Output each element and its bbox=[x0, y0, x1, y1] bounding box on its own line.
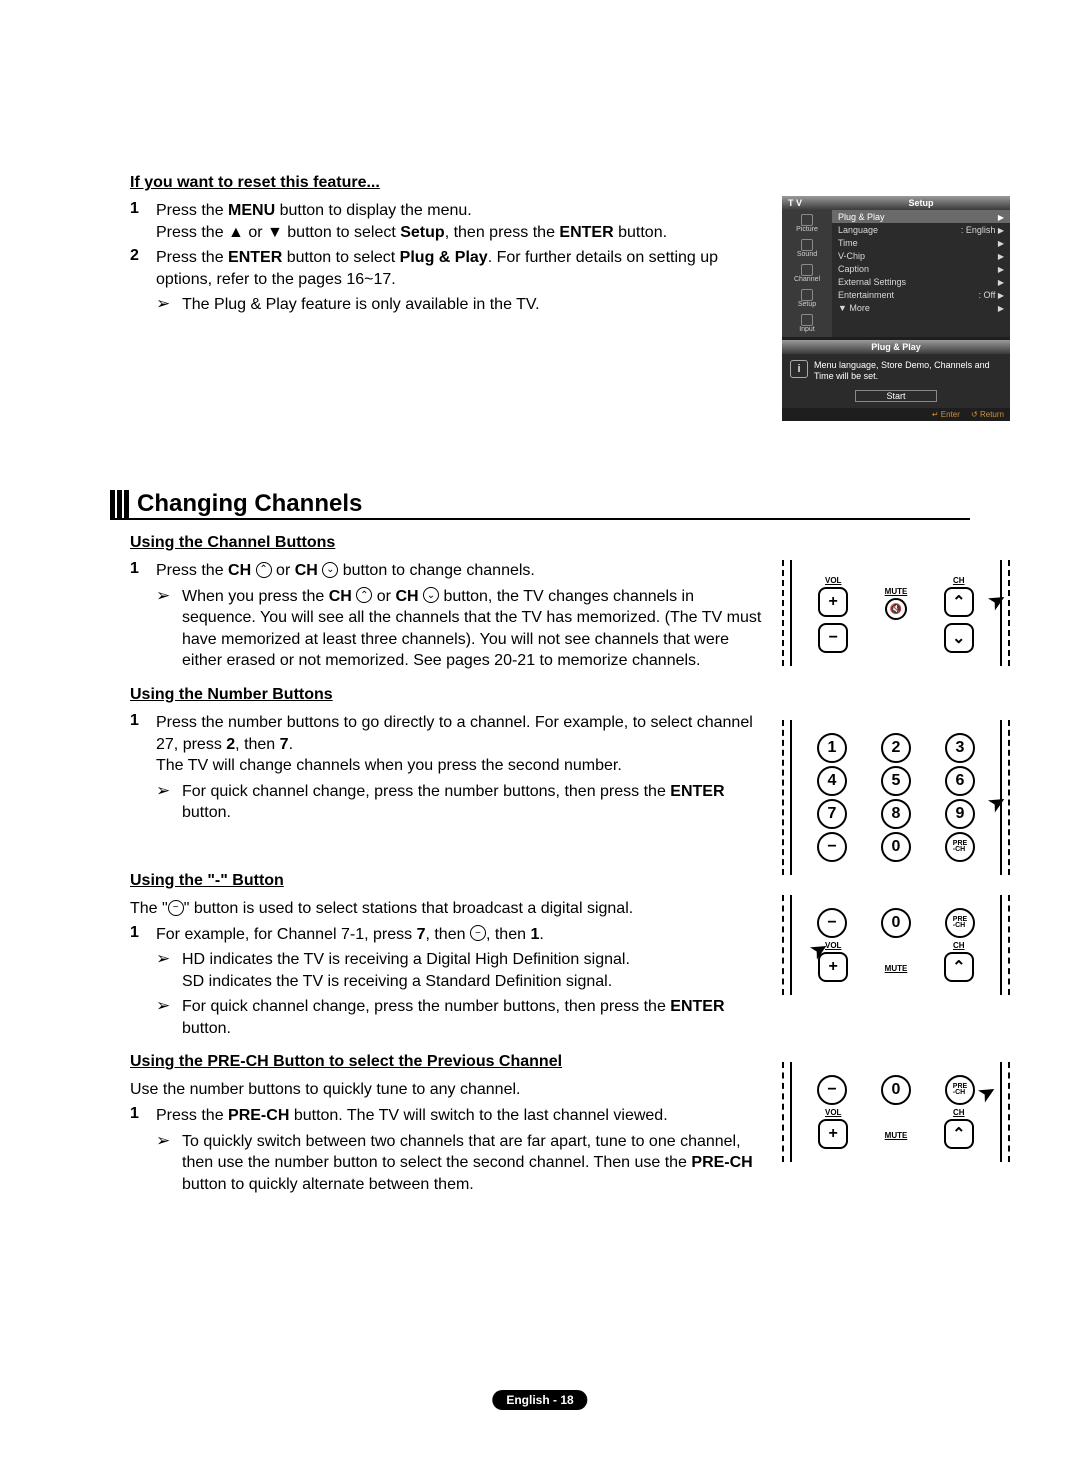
reset-step-2: 2Press the ENTER button to select Plug &… bbox=[130, 247, 770, 290]
digit-0: 0 bbox=[881, 908, 911, 938]
digit-7: 7 bbox=[817, 799, 847, 829]
pre-ch-button: PRE-CH bbox=[945, 832, 975, 862]
number-buttons-step1: 1Press the number buttons to go directly… bbox=[130, 712, 770, 777]
osd-pnp-msg: Menu language, Store Demo, Channels and … bbox=[814, 360, 1002, 382]
osd-setup-list: Plug & Play ▶Language: English ▶Time ▶V-… bbox=[832, 210, 1010, 337]
dash-icon: − bbox=[470, 925, 486, 941]
ch-down-icon: ⌄ bbox=[423, 587, 439, 603]
pre-ch-button: PRE-CH bbox=[945, 1075, 975, 1105]
channel-buttons-title: Using the Channel Buttons bbox=[130, 534, 970, 552]
dash-button: − bbox=[817, 908, 847, 938]
digit-9: 9 bbox=[945, 799, 975, 829]
pre-ch-button: PRE-CH bbox=[945, 908, 975, 938]
page-footer: English - 18 bbox=[492, 1390, 587, 1410]
digit-3: 3 bbox=[945, 733, 975, 763]
number-buttons-title: Using the Number Buttons bbox=[130, 686, 970, 704]
prech-note1: ➢To quickly switch between two channels … bbox=[156, 1131, 770, 1196]
info-icon: i bbox=[790, 360, 808, 378]
mute-button: 🔇 bbox=[885, 598, 907, 620]
remote-prech-button: −0PRE-CH VOL+ MUTE CH⌃ ➤ bbox=[782, 1062, 1010, 1162]
osd-pnp-footer: ↵ Enter ↺ Return bbox=[782, 408, 1010, 421]
ch-up-button: ⌃ bbox=[944, 587, 974, 617]
osd-setup-menu: T VSetup PictureSoundChannelSetupInput P… bbox=[782, 196, 1010, 350]
vol-up-button: + bbox=[818, 587, 848, 617]
number-buttons-note1: ➢For quick channel change, press the num… bbox=[156, 781, 770, 824]
osd-plug-and-play: Plug & Play i Menu language, Store Demo,… bbox=[782, 340, 1010, 421]
channel-buttons-note1: ➢ When you press the CH ⌃ or CH ⌄ button… bbox=[156, 586, 770, 672]
ch-up-icon: ⌃ bbox=[356, 587, 372, 603]
reset-step-2-text: Press the ENTER button to select Plug & … bbox=[156, 247, 770, 290]
digit-0: 0 bbox=[881, 1075, 911, 1105]
osd-tv-label: T V bbox=[782, 196, 832, 210]
digit-0: 0 bbox=[881, 832, 911, 862]
osd-setup-title: Setup bbox=[832, 196, 1010, 210]
remote-dash-button: −0PRE-CH VOL+ MUTE CH⌃ ➤ bbox=[782, 895, 1010, 995]
vol-down-button: − bbox=[818, 623, 848, 653]
reset-note-1-text: The Plug & Play feature is only availabl… bbox=[182, 294, 770, 316]
digit-5: 5 bbox=[881, 766, 911, 796]
ch-down-button: ⌄ bbox=[944, 623, 974, 653]
digit-6: 6 bbox=[945, 766, 975, 796]
remote-number-pad: 123 456 789 −0PRE-CH ➤ bbox=[782, 720, 1010, 875]
osd-pnp-title: Plug & Play bbox=[782, 340, 1010, 354]
ch-up-button: ⌃ bbox=[944, 952, 974, 982]
channel-buttons-step1: 1 Press the CH ⌃ or CH ⌄ button to chang… bbox=[130, 560, 770, 582]
ch-up-button: ⌃ bbox=[944, 1119, 974, 1149]
dash-button-step1: 1 For example, for Channel 7-1, press 7,… bbox=[130, 924, 770, 946]
dash-button-intro: The "−" button is used to select station… bbox=[130, 898, 770, 920]
digit-1: 1 bbox=[817, 733, 847, 763]
dash-button: − bbox=[817, 1075, 847, 1105]
prech-step1: 1Press the PRE-CH button. The TV will sw… bbox=[130, 1105, 770, 1127]
digit-4: 4 bbox=[817, 766, 847, 796]
remote-ch-buttons: VOL+ MUTE🔇 CH⌃ − ⌄ ➤ bbox=[782, 560, 1010, 666]
ch-down-icon: ⌄ bbox=[322, 562, 338, 578]
section-title: Changing Channels bbox=[137, 490, 362, 518]
section-changing-channels: Changing Channels bbox=[110, 490, 970, 520]
reset-note-1: ➢The Plug & Play feature is only availab… bbox=[156, 294, 770, 316]
osd-side-tabs: PictureSoundChannelSetupInput bbox=[782, 210, 832, 337]
reset-title: If you want to reset this feature... bbox=[130, 174, 970, 192]
digit-2: 2 bbox=[881, 733, 911, 763]
dash-button-note2: ➢For quick channel change, press the num… bbox=[156, 996, 770, 1039]
dash-button: − bbox=[817, 832, 847, 862]
reset-step-1: 1Press the MENU button to display the me… bbox=[130, 200, 770, 243]
dash-icon: − bbox=[168, 900, 184, 916]
dash-button-note1: ➢HD indicates the TV is receiving a Digi… bbox=[156, 949, 770, 992]
digit-8: 8 bbox=[881, 799, 911, 829]
ch-up-icon: ⌃ bbox=[256, 562, 272, 578]
reset-step-1-text: Press the MENU button to display the men… bbox=[156, 200, 770, 243]
osd-pnp-start: Start bbox=[855, 390, 936, 402]
vol-up-button: + bbox=[818, 1119, 848, 1149]
prech-intro: Use the number buttons to quickly tune t… bbox=[130, 1079, 770, 1101]
